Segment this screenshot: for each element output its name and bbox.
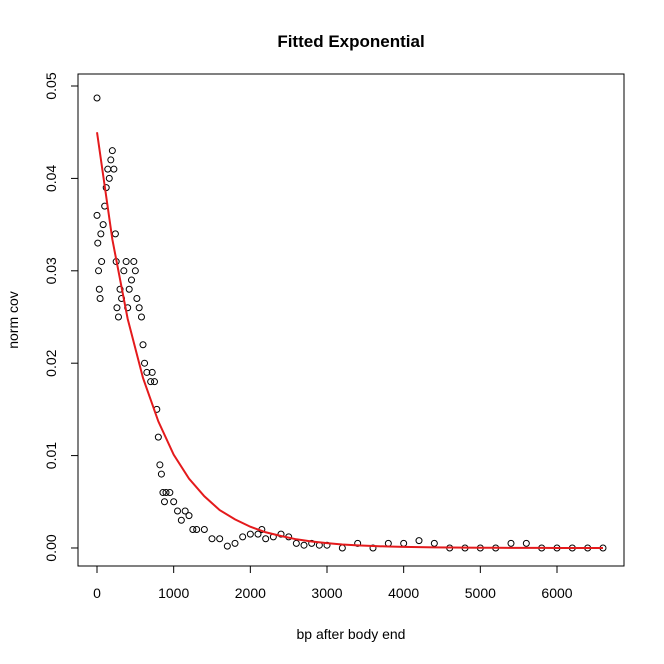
- point: [223, 542, 231, 550]
- point: [507, 539, 515, 547]
- point: [148, 368, 156, 376]
- point: [157, 470, 165, 478]
- y-tick-label: 0.03: [43, 257, 59, 284]
- point: [94, 239, 102, 247]
- point: [96, 295, 104, 303]
- point: [151, 378, 159, 386]
- point: [369, 544, 377, 552]
- point: [522, 539, 530, 547]
- point: [415, 537, 423, 545]
- point: [174, 507, 182, 515]
- point: [430, 539, 438, 547]
- point: [108, 147, 116, 155]
- point: [200, 526, 208, 534]
- y-tick-label: 0.04: [43, 165, 59, 192]
- y-tick-label: 0.01: [43, 442, 59, 469]
- point: [231, 539, 239, 547]
- point: [254, 530, 262, 538]
- x-tick-label: 3000: [311, 585, 342, 601]
- point: [105, 174, 113, 182]
- point: [110, 165, 118, 173]
- point: [133, 295, 141, 303]
- point: [120, 267, 128, 275]
- point: [170, 498, 178, 506]
- point: [114, 313, 122, 321]
- point: [131, 267, 139, 275]
- point: [143, 368, 151, 376]
- point: [300, 541, 308, 549]
- point: [116, 285, 124, 293]
- point: [262, 535, 270, 543]
- point: [159, 489, 167, 497]
- x-tick-label: 5000: [465, 585, 496, 601]
- point: [128, 276, 136, 284]
- point: [125, 285, 133, 293]
- point: [216, 535, 224, 543]
- point: [99, 221, 107, 229]
- point: [177, 516, 185, 524]
- x-tick-label: 4000: [388, 585, 419, 601]
- point: [139, 341, 147, 349]
- point: [193, 526, 201, 534]
- point: [130, 258, 138, 266]
- point: [113, 304, 121, 312]
- point: [277, 530, 285, 538]
- point: [147, 378, 155, 386]
- point: [181, 507, 189, 515]
- x-tick-label: 6000: [541, 585, 572, 601]
- point: [208, 535, 216, 543]
- point: [137, 313, 145, 321]
- point: [189, 526, 197, 534]
- point: [98, 258, 106, 266]
- point: [185, 512, 193, 520]
- y-tick-label: 0.00: [43, 534, 59, 561]
- point: [308, 539, 316, 547]
- point: [93, 94, 101, 102]
- point: [160, 498, 168, 506]
- point: [246, 530, 254, 538]
- point: [122, 258, 130, 266]
- point: [156, 461, 164, 469]
- x-axis-label: bp after body end: [297, 626, 406, 642]
- x-tick-label: 2000: [235, 585, 266, 601]
- point: [135, 304, 143, 312]
- point: [166, 489, 174, 497]
- point: [93, 211, 101, 219]
- point: [162, 489, 170, 497]
- x-tick-label: 1000: [158, 585, 189, 601]
- chart-title: Fitted Exponential: [277, 32, 424, 51]
- point: [239, 533, 247, 541]
- x-tick-label: 0: [93, 585, 101, 601]
- point: [107, 156, 115, 164]
- fit-line: [96, 132, 603, 549]
- point: [95, 285, 103, 293]
- point: [141, 359, 149, 367]
- point: [154, 433, 162, 441]
- y-tick-label: 0.05: [43, 72, 59, 99]
- point: [97, 230, 105, 238]
- point: [95, 267, 103, 275]
- point: [292, 539, 300, 547]
- y-axis-label: norm cov: [5, 291, 21, 349]
- y-tick-label: 0.02: [43, 349, 59, 376]
